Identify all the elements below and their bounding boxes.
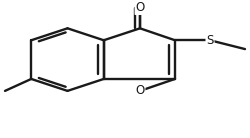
Text: O: O xyxy=(136,1,144,14)
Text: S: S xyxy=(206,34,214,47)
Text: O: O xyxy=(136,84,144,97)
